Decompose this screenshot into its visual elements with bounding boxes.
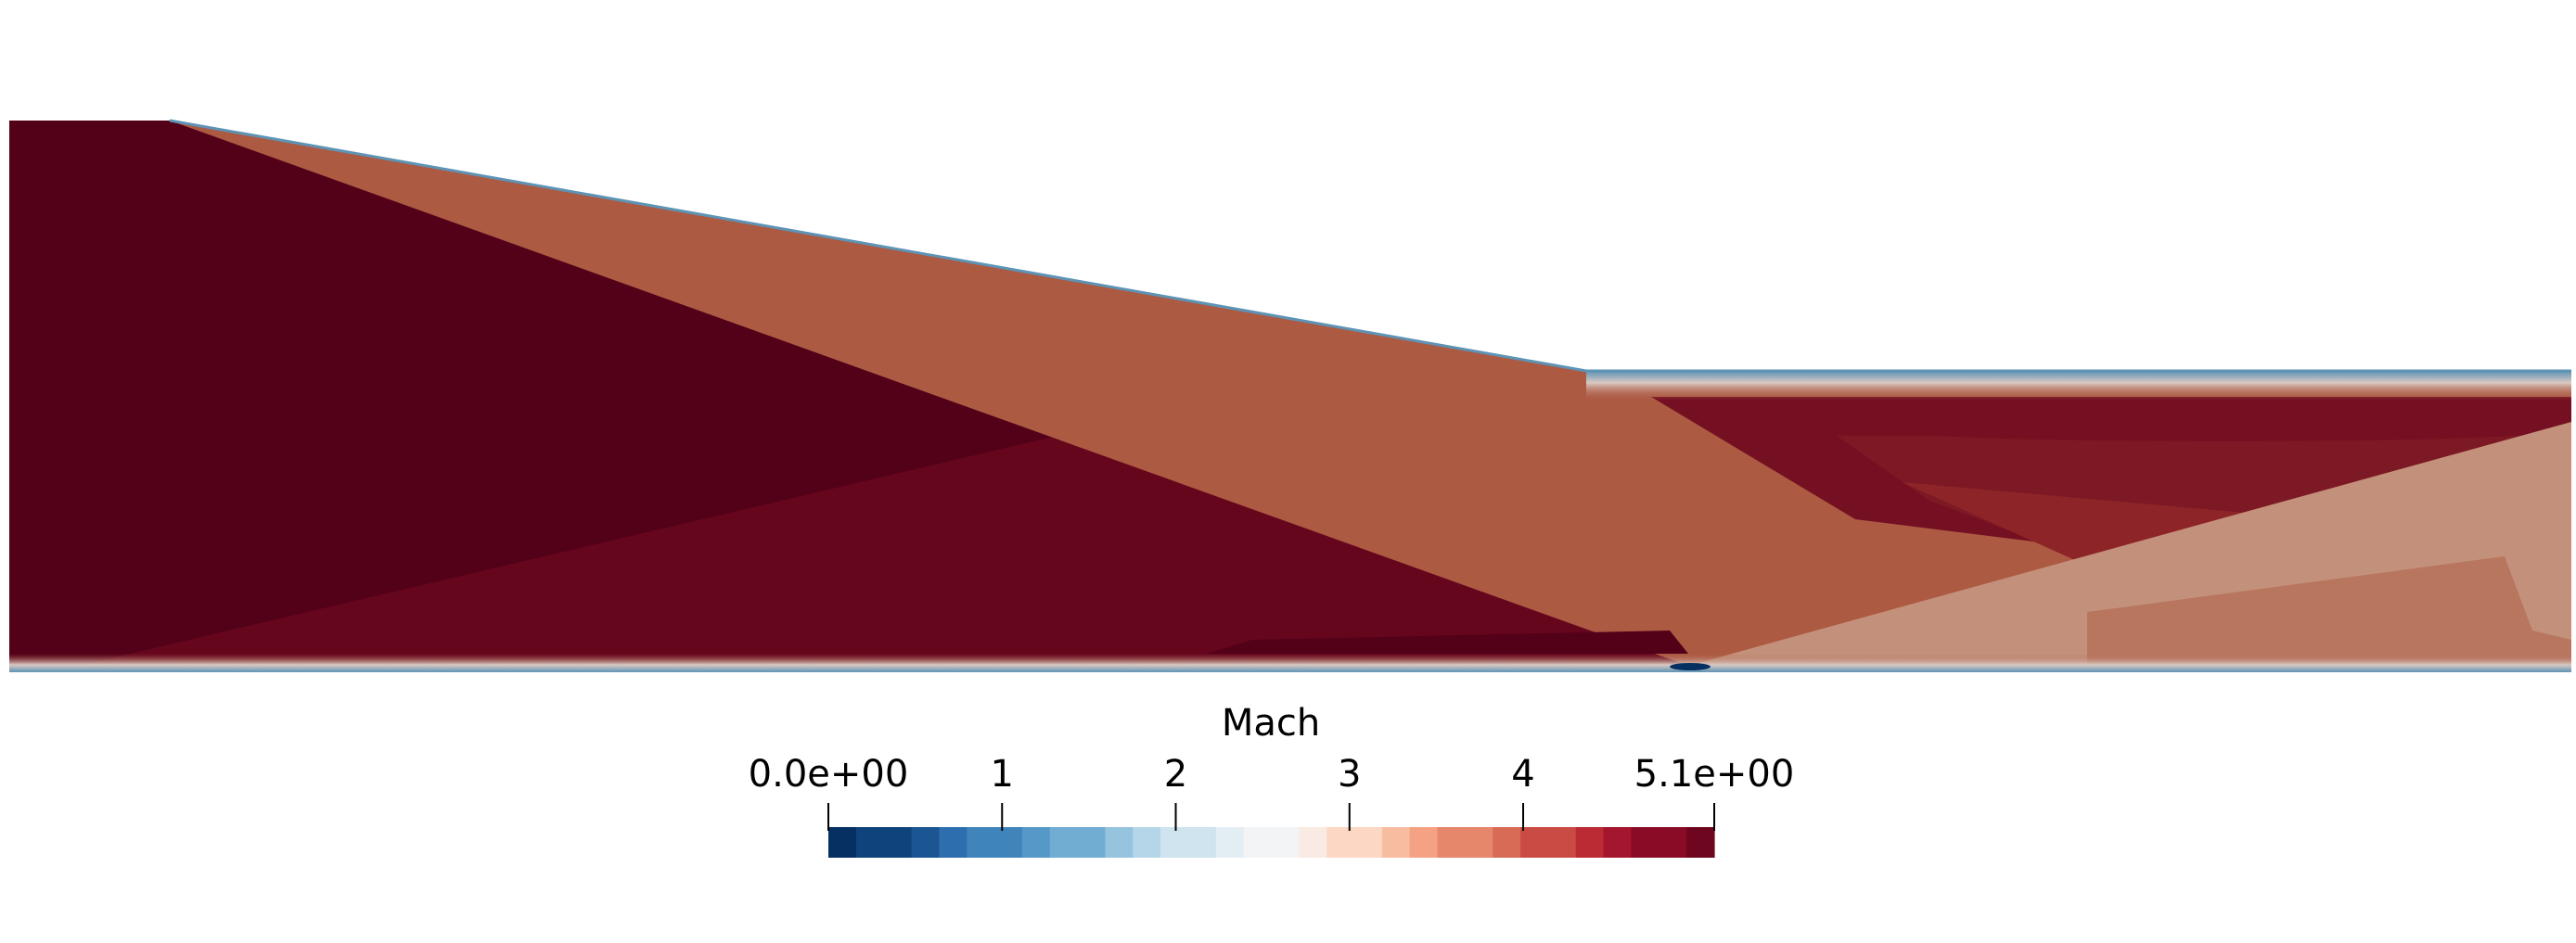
colorbar-band [855, 827, 885, 858]
colorbar-tick-labels: 1 2 3 4 [991, 753, 1535, 796]
colorbar-band [1271, 827, 1300, 858]
colorbar-band [911, 827, 940, 858]
colorbar-band [967, 827, 995, 858]
colorbar-band [1631, 827, 1660, 858]
colorbar-tick-label: 1 [991, 753, 1014, 796]
colorbar-band [1077, 827, 1107, 858]
colorbar-band [994, 827, 1023, 858]
upper-wall-boundary-layer [1586, 371, 2571, 401]
colorbar-band [1437, 827, 1466, 858]
flow-domain [9, 121, 2571, 672]
colorbar-tick-label: 2 [1164, 753, 1187, 796]
colorbar-band [1575, 827, 1605, 858]
colorbar-band [883, 827, 913, 858]
colorbar-band [1603, 827, 1633, 858]
colorbar-band [1381, 827, 1411, 858]
colorbar-band [1520, 827, 1549, 858]
colorbar-min-label: 0.0e+00 [749, 753, 909, 796]
colorbar-tick-label: 3 [1338, 753, 1361, 796]
shock-reflection-point [1670, 663, 1711, 670]
ramp-wall [169, 119, 2571, 373]
colorbar-band [1049, 827, 1079, 858]
region-bottom-streak [1206, 631, 1688, 654]
colorbar-band [1409, 827, 1439, 858]
colorbar-band [1686, 827, 1715, 858]
colorbar-band [1243, 827, 1273, 858]
colorbar-band [1133, 827, 1161, 858]
region-expansion-2 [2087, 556, 2571, 666]
colorbar-band [1465, 827, 1493, 858]
lower-wall-boundary-layer [9, 654, 2571, 672]
colorbar-bands [828, 827, 1715, 858]
colorbar-band [1160, 827, 1189, 858]
colorbar-band [1105, 827, 1134, 858]
colorbar-band [1215, 827, 1245, 858]
colorbar-band [1299, 827, 1327, 858]
colorbar-band [1547, 827, 1577, 858]
colorbar: Mach 0.0e+00 5.1e+00 1 2 3 4 [749, 702, 1795, 858]
colorbar-ticks [827, 803, 1715, 831]
colorbar-band [939, 827, 968, 858]
colorbar-band [1493, 827, 1521, 858]
colorbar-band [1021, 827, 1051, 858]
region-core [1874, 415, 2571, 441]
colorbar-band [1326, 827, 1355, 858]
colorbar-band [1187, 827, 1217, 858]
colorbar-band [1659, 827, 1687, 858]
colorbar-max-label: 5.1e+00 [1634, 753, 1795, 796]
colorbar-band [1354, 827, 1383, 858]
colorbar-title: Mach [1222, 702, 1320, 745]
colorbar-band [828, 827, 857, 858]
colorbar-tick-label: 4 [1511, 753, 1534, 796]
